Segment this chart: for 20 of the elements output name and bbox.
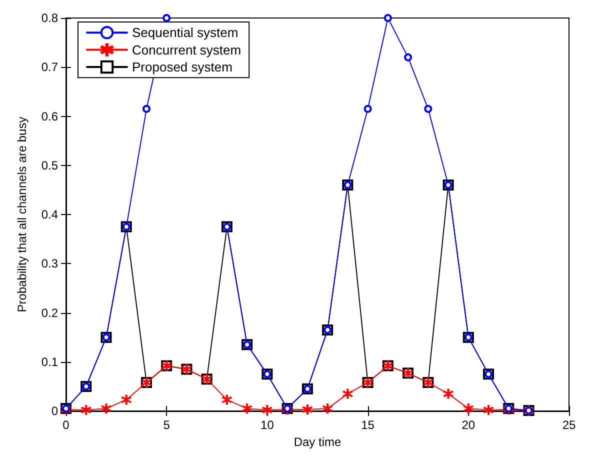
y-tick-label: 0.2	[41, 306, 58, 320]
x-axis-title: Day time	[294, 434, 342, 449]
x-tick-label: 15	[361, 418, 375, 432]
legend-label: Sequential system	[132, 25, 238, 40]
y-tick-label: 0.4	[41, 208, 58, 222]
y-tick-label: 0	[51, 404, 58, 418]
y-tick-label: 0.6	[41, 109, 58, 124]
y-axis-title: Probability that all channels are busy	[15, 116, 29, 312]
x-tick-label: 10	[260, 418, 274, 432]
legend-label: Concurrent system	[132, 42, 242, 58]
x-tick-label: 5	[163, 418, 170, 432]
y-tick-label: 0.7	[41, 60, 58, 74]
legend-label: Proposed system	[132, 60, 232, 74]
x-tick-label: 25	[562, 418, 576, 432]
y-tick-label: 0.5	[41, 158, 58, 172]
y-tick-label: 0.1	[41, 354, 58, 369]
x-tick-label: 0	[62, 418, 70, 432]
y-tick-label: 0.8	[41, 11, 58, 25]
x-tick-label: 20	[462, 418, 476, 432]
y-tick-label: 0.3	[41, 256, 58, 271]
